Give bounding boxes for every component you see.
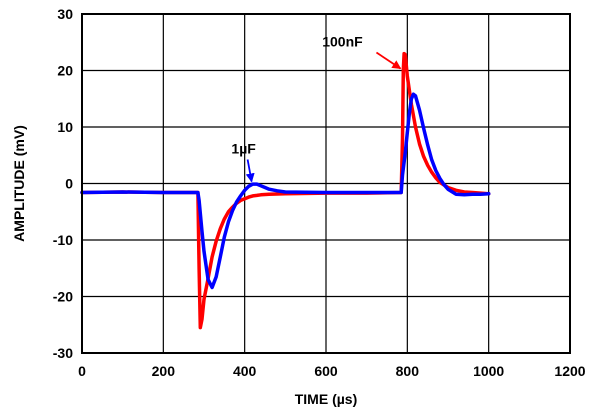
grid — [82, 14, 570, 353]
annotation-label: 100nF — [322, 34, 363, 50]
series-line — [80, 92, 491, 290]
y-tick-label: -10 — [53, 232, 73, 248]
y-tick-label: 10 — [57, 119, 73, 135]
series-lines — [80, 51, 491, 330]
x-tick-label: 1200 — [554, 363, 585, 379]
x-tick-label: 1000 — [473, 363, 504, 379]
x-tick-label: 400 — [233, 363, 257, 379]
y-axis-label: AMPLITUDE (mV) — [11, 125, 27, 242]
x-tick-label: 0 — [78, 363, 86, 379]
annotation-label: 1µF — [231, 141, 256, 157]
y-tick-label: -20 — [53, 289, 73, 305]
y-tick-label: 20 — [57, 63, 73, 79]
annotations: 100nF 1µF — [231, 34, 402, 183]
x-axis-tick-labels: 0 200 400 600 800 1000 1200 — [78, 363, 586, 379]
x-tick-label: 600 — [314, 363, 338, 379]
series-line — [80, 51, 491, 330]
y-tick-label: 0 — [65, 176, 73, 192]
x-tick-label: 800 — [396, 363, 420, 379]
plot-frame — [81, 13, 571, 354]
y-axis-tick-labels: -30 -20 -10 0 10 20 30 — [53, 6, 73, 361]
annotation-arrow — [375, 51, 402, 70]
y-tick-label: 30 — [57, 6, 73, 22]
annotation-arrow — [245, 159, 255, 183]
x-axis-label: TIME (µs) — [295, 391, 358, 407]
y-tick-label: -30 — [53, 345, 73, 361]
x-tick-label: 200 — [152, 363, 176, 379]
